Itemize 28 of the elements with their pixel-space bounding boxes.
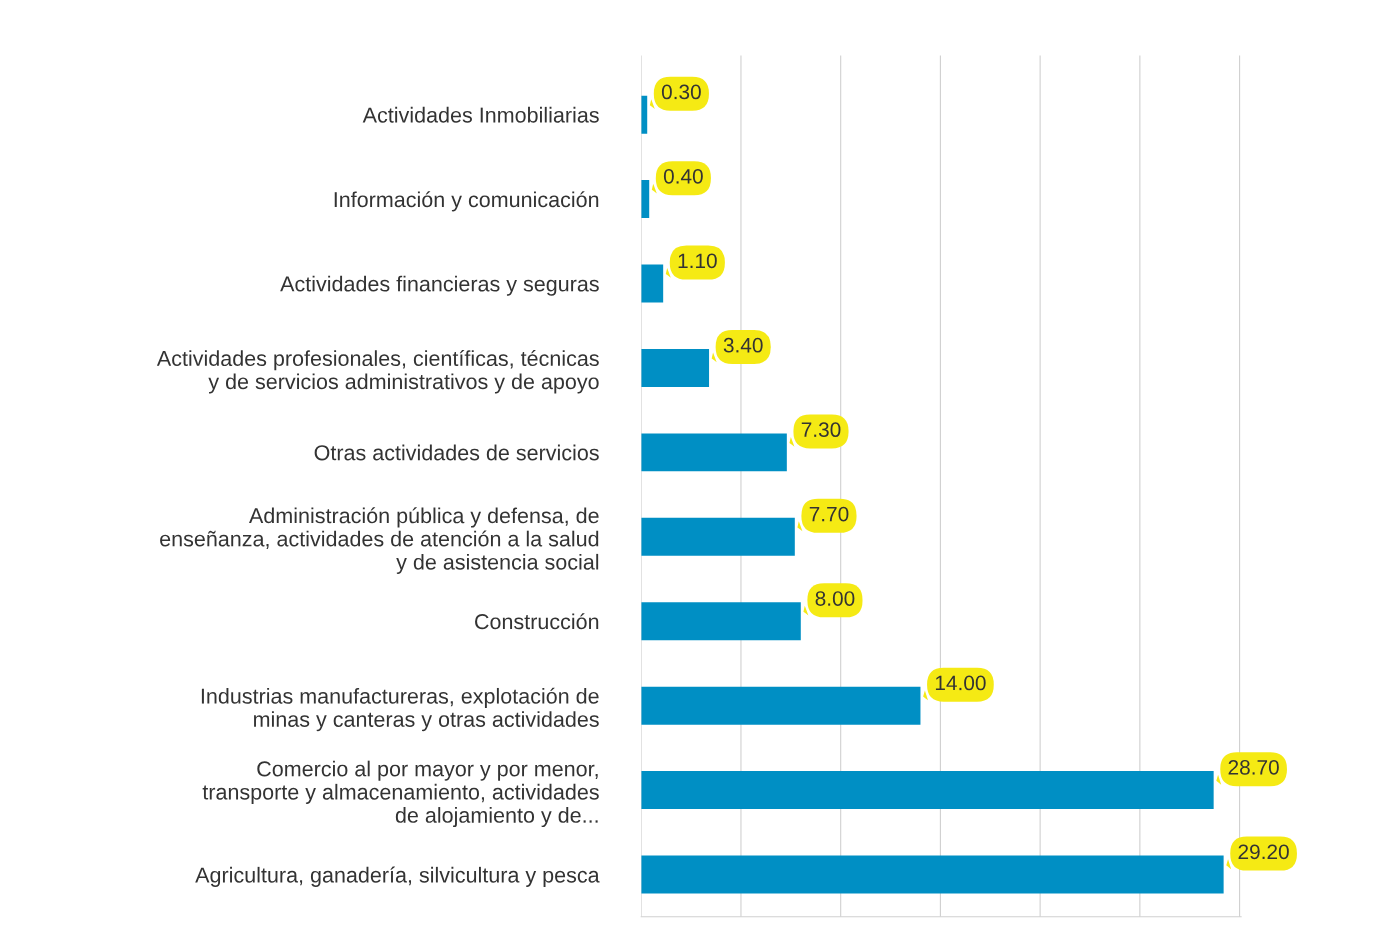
y-tick-label: Administración pública y defensa, de enseñanza, actividades de atención a la salud y de asistencia social [160, 507, 599, 574]
bar [641, 602, 801, 641]
data-label: 28.70 [1228, 759, 1279, 775]
y-tick-label: Construcción [475, 613, 599, 630]
y-tick-label: Actividades Inmobiliarias [362, 106, 599, 123]
y-tick-label: Actividades profesionales, científicas, técnicas y de servicios administrativos y de apoyo [156, 349, 599, 394]
bar [641, 771, 1214, 810]
data-label: 0.40 [663, 168, 703, 184]
bar [641, 433, 787, 472]
y-tick-label: Información y comunicación [334, 191, 599, 212]
data-label: 1.10 [678, 253, 717, 269]
bar [641, 686, 921, 725]
y-tick-label: Otras actividades de servicios [314, 444, 599, 461]
y-tick-label: Industrias manufactureras, explotación de minas y canteras y otras actividades [201, 687, 599, 732]
bar [641, 348, 710, 387]
y-tick-label: Actividades financieras y seguras [280, 275, 599, 296]
data-label: 3.40 [723, 337, 763, 353]
bar [641, 517, 795, 556]
data-label: 7.70 [809, 506, 849, 522]
data-label: 29.20 [1238, 844, 1289, 860]
data-label: 14.00 [935, 675, 986, 691]
bar [641, 264, 664, 303]
bar [641, 855, 1224, 894]
y-tick-label: Agricultura, ganadería, silvicultura y pesca [195, 866, 600, 887]
y-tick-label: Comercio al por mayor y por menor, transporte y almacenamiento, actividades de alojamiento y de... [202, 760, 599, 828]
data-label: 8.00 [815, 591, 855, 606]
data-label: 7.30 [801, 422, 841, 438]
data-label: 0.30 [661, 84, 701, 100]
